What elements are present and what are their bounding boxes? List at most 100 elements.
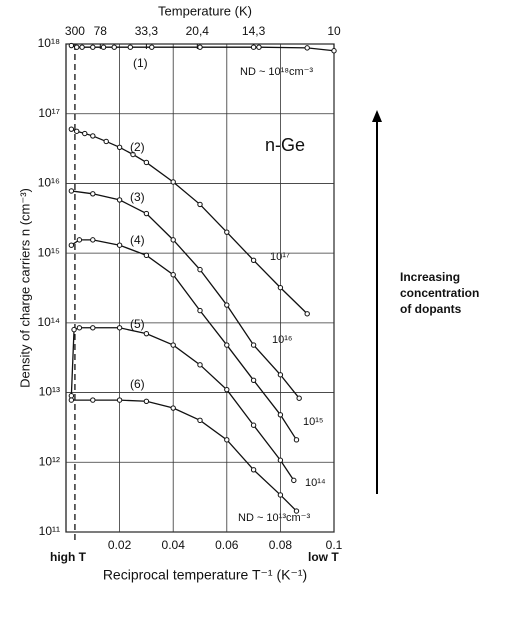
series-label: (1) (133, 56, 148, 70)
series-label: (5) (130, 317, 145, 331)
data-point (331, 48, 337, 54)
side-note: concentration (400, 286, 479, 300)
y-axis-title: Density of charge carriers n (cm⁻³) (17, 188, 32, 388)
series-line (71, 190, 300, 399)
data-point (197, 201, 203, 208)
data-point (90, 325, 96, 331)
data-point (90, 191, 96, 197)
series-label: (4) (130, 233, 145, 247)
data-point (143, 210, 150, 217)
x-axis-title: Reciprocal temperature T⁻¹ (K⁻¹) (103, 567, 307, 583)
annotation: 10¹⁷ (270, 251, 290, 263)
data-point (68, 393, 75, 399)
data-point (250, 44, 257, 50)
data-point (304, 45, 310, 51)
data-point (79, 44, 85, 50)
series-line (70, 327, 295, 481)
data-point (250, 377, 257, 383)
data-point (250, 467, 257, 473)
series-line (71, 399, 297, 512)
series-label: (2) (130, 140, 145, 154)
data-point (90, 44, 96, 50)
arrow-head (372, 110, 382, 122)
data-point (74, 44, 80, 50)
data-point (130, 151, 136, 158)
data-point (277, 284, 284, 291)
data-point (197, 307, 203, 314)
y-tick-label: 10¹⁴ (38, 315, 61, 329)
data-point (74, 128, 80, 134)
data-point (90, 133, 96, 139)
y-tick-label: 10¹⁷ (38, 106, 60, 120)
data-point (293, 437, 300, 443)
data-point (170, 237, 176, 243)
data-point (103, 138, 109, 145)
data-point (111, 44, 117, 50)
annotation: high T (50, 550, 87, 564)
data-point (277, 457, 284, 463)
y-tick-label: 10¹⁸ (38, 36, 60, 50)
plot-frame (65, 43, 335, 533)
annotation: low T (308, 550, 339, 564)
y-tick-label: 10¹³ (39, 385, 60, 399)
x2-tick-label: 78 (94, 24, 108, 38)
x-tick-label: 0.04 (162, 538, 186, 552)
data-point (250, 422, 257, 428)
data-point (68, 397, 75, 403)
data-point (90, 237, 96, 243)
annotation: 10¹⁴ (305, 477, 326, 489)
data-point (197, 266, 203, 273)
x2-tick-label: 14,3 (242, 24, 266, 38)
data-point (76, 325, 83, 331)
data-point (71, 326, 77, 333)
data-point (197, 362, 203, 368)
data-point (100, 44, 107, 50)
data-point (76, 237, 83, 243)
side-note: of dopants (400, 302, 462, 316)
data-point (116, 197, 123, 203)
annotation: n-Ge (265, 135, 305, 155)
data-point (170, 342, 176, 348)
x-tick-label: 0.02 (108, 538, 132, 552)
data-point (143, 159, 150, 166)
data-point (224, 229, 230, 235)
series-label: (6) (130, 377, 145, 391)
x2-tick-label: 33,3 (135, 24, 159, 38)
data-point (90, 397, 96, 403)
data-point (68, 42, 75, 49)
data-point (149, 44, 155, 50)
data-point (82, 130, 88, 137)
data-point (170, 179, 176, 185)
data-point (143, 398, 150, 404)
x-tick-label: 0.1 (326, 538, 343, 552)
data-point (116, 325, 123, 331)
data-point (116, 242, 123, 248)
data-point (224, 437, 230, 443)
top-axis-title: Temperature (K) (158, 3, 252, 18)
data-point (197, 417, 203, 424)
data-point (68, 188, 75, 194)
data-point (68, 126, 75, 132)
data-point (197, 44, 203, 50)
series-line (71, 44, 335, 52)
data-point (250, 342, 257, 348)
data-point (143, 252, 150, 259)
data-point (224, 386, 230, 393)
x-tick-label: 0.06 (215, 538, 239, 552)
data-point (296, 395, 302, 401)
data-point (116, 144, 123, 150)
x2-tick-label: 20,4 (186, 24, 210, 38)
y-tick-label: 10¹² (39, 454, 60, 468)
data-point (116, 397, 123, 403)
data-point (143, 330, 150, 337)
data-point (127, 44, 134, 50)
data-point (224, 302, 230, 308)
series-line (71, 128, 308, 315)
annotation: 10¹⁶ (272, 334, 292, 346)
y-tick-label: 10¹⁶ (38, 176, 60, 190)
data-point (250, 257, 257, 263)
data-point (256, 44, 262, 50)
data-point (277, 412, 284, 418)
data-point (304, 311, 310, 317)
